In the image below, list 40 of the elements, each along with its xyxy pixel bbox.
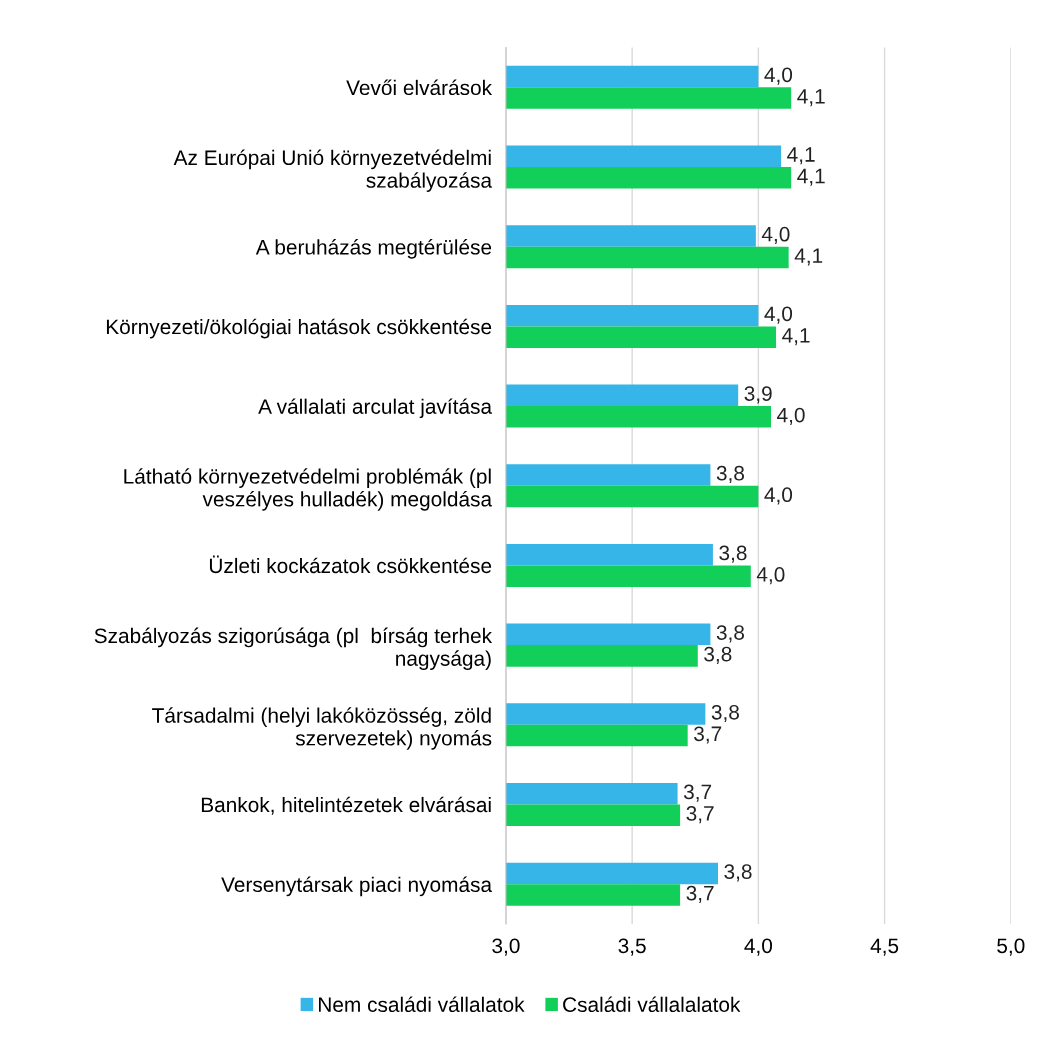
- data-label: 3,7: [683, 784, 712, 802]
- y-tick-label: Versenytársak piaci nyomása: [221, 876, 493, 897]
- data-label: 3,8: [704, 646, 732, 664]
- legend-label: Nem családi vállalatok: [319, 996, 525, 1013]
- data-label: 3,7: [686, 885, 714, 903]
- data-label: 4,0: [764, 67, 793, 85]
- data-label: 4,0: [761, 226, 790, 245]
- data-label: 4,1: [787, 147, 815, 165]
- y-tick-label: Szabályozás szigorúsága (pl bírság terhek nagysága): [94, 627, 493, 671]
- y-tick-label: A vállalati arculat javítása: [258, 398, 493, 419]
- x-tick-label: 5,0: [997, 938, 1025, 956]
- data-label: 3,8: [724, 864, 752, 882]
- data-label: 4,1: [782, 328, 810, 346]
- data-label: 3,7: [686, 806, 714, 824]
- data-label: 3,7: [694, 726, 722, 744]
- legend-label: Családi vállalalatok: [563, 996, 741, 1013]
- y-tick-label: Látható környezetvédelmi problémák (pl veszélyes hulladék) megoldása: [124, 468, 493, 511]
- data-label: 4,1: [797, 89, 825, 107]
- y-tick-label: Vevői elvárások: [346, 79, 493, 96]
- y-tick-label: Bankok, hitelintézetek elvárásai: [201, 796, 491, 815]
- data-label: 3,8: [719, 545, 747, 563]
- data-label: 4,0: [764, 306, 793, 324]
- x-tick-label: 4,5: [870, 938, 899, 956]
- y-tick-label: Társadalmi (helyi lakóközösség, zöld szervezetek) nyomás: [152, 707, 492, 750]
- data-label: 4,0: [777, 407, 805, 425]
- data-label: 4,1: [797, 168, 825, 186]
- y-tick-label: Üzleti kockázatok csökkentése: [209, 555, 492, 574]
- data-label: 3,8: [711, 704, 739, 723]
- y-tick-label: Környezeti/ökológiai hatások csökkentése: [106, 318, 492, 339]
- x-tick-label: 4,0: [744, 938, 773, 956]
- data-label: 4,0: [764, 487, 793, 505]
- data-label: 3,9: [744, 386, 772, 404]
- x-tick-label: 3,5: [618, 938, 646, 956]
- data-label: 4,0: [756, 567, 785, 585]
- data-label: 3,8: [716, 625, 745, 643]
- data-label: 4,1: [794, 248, 823, 266]
- y-tick-label: A beruházás megtérülése: [255, 239, 492, 259]
- x-tick-label: 3,0: [492, 938, 520, 956]
- data-label: 3,8: [716, 465, 745, 484]
- y-tick-label: Az Európai Unió környezetvédelmi szabályozása: [173, 149, 493, 192]
